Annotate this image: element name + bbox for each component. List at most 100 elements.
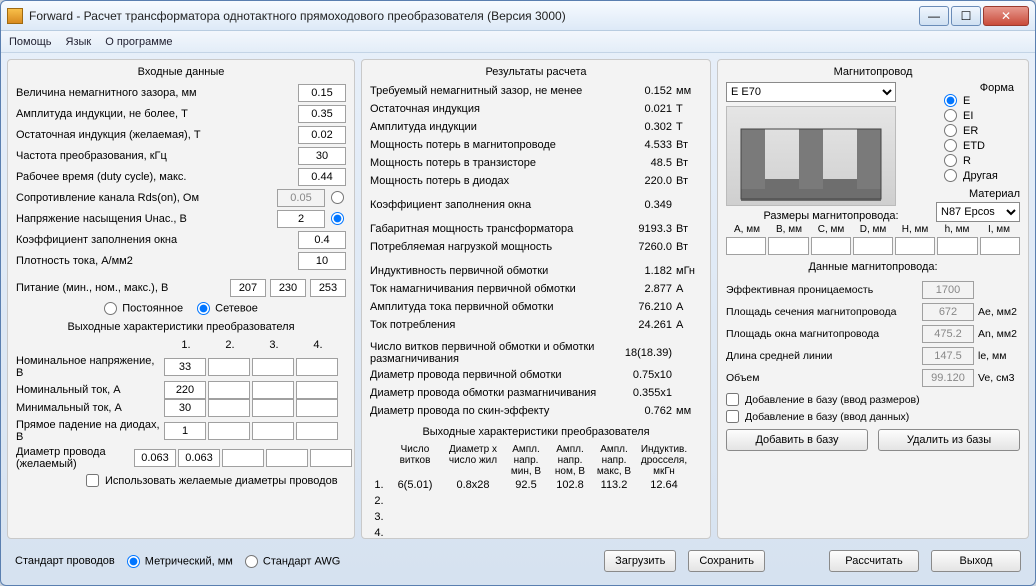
results-title: Результаты расчета — [370, 66, 702, 78]
rds-input[interactable] — [277, 189, 325, 207]
dim-input-1[interactable] — [768, 237, 808, 255]
gap-input[interactable] — [298, 84, 346, 102]
dim-input-0[interactable] — [726, 237, 766, 255]
shape-radio-R[interactable]: R — [944, 154, 1020, 167]
vdrop1-input[interactable] — [164, 422, 206, 440]
del-db-button[interactable]: Удалить из базы — [878, 429, 1020, 451]
freq-input[interactable] — [298, 147, 346, 165]
use-dw-label: Использовать желаемые диаметры проводов — [105, 475, 338, 487]
core-panel: Магнитопровод E E70 Размеры магнитопрово… — [717, 59, 1029, 539]
shape-radio-Другая[interactable]: Другая — [944, 169, 1020, 182]
vdrop-label: Прямое падение на диодах, В — [16, 417, 164, 445]
mu-input[interactable] — [922, 281, 974, 299]
supply-min-input[interactable] — [230, 279, 266, 297]
window-title: Forward - Расчет трансформатора однотакт… — [29, 9, 919, 23]
supply-nom-input[interactable] — [270, 279, 306, 297]
dim-input-3[interactable] — [853, 237, 893, 255]
save-button[interactable]: Сохранить — [688, 550, 765, 572]
dw1-input[interactable] — [178, 449, 220, 467]
jdens-input[interactable] — [298, 252, 346, 270]
out-subtitle: Выходные характеристики преобразователя — [370, 426, 702, 438]
shape-radio-E[interactable]: E — [944, 94, 1020, 107]
menu-about[interactable]: О программе — [105, 36, 172, 48]
dw0-input[interactable] — [134, 449, 176, 467]
usat-input[interactable] — [277, 210, 325, 228]
material-label: Материал — [936, 188, 1020, 200]
shape-radio-EI[interactable]: EI — [944, 109, 1020, 122]
vnom1-input[interactable] — [164, 358, 206, 376]
titlebar: Forward - Расчет трансформатора однотакт… — [1, 1, 1035, 31]
le-input[interactable] — [922, 347, 974, 365]
vnom4-input[interactable] — [296, 358, 338, 376]
use-dw-check[interactable] — [86, 474, 99, 487]
dim-input-6[interactable] — [980, 237, 1020, 255]
imin1-input[interactable] — [164, 399, 206, 417]
kfill-label: Коэффициент заполнения окна — [16, 234, 298, 246]
add-data-check[interactable] — [726, 410, 739, 423]
dim-input-5[interactable] — [937, 237, 977, 255]
std-label: Стандарт проводов — [15, 555, 115, 567]
supply-label: Питание (мин., ном., макс.), В — [16, 282, 230, 294]
core-title: Магнитопровод — [726, 66, 1020, 78]
dw-label: Диаметр провода (желаемый) — [16, 446, 134, 470]
metric-radio-label[interactable]: Метрический, мм — [127, 555, 233, 568]
duty-label: Рабочее время (duty cycle), макс. — [16, 171, 298, 183]
bmax-label: Амплитуда индукции, не более, T — [16, 108, 298, 120]
coredata-label: Данные магнитопровода: — [726, 261, 1020, 273]
maximize-button[interactable]: ☐ — [951, 6, 981, 26]
vnom3-input[interactable] — [252, 358, 294, 376]
material-select[interactable]: N87 Epcos — [936, 202, 1020, 222]
shape-radio-ETD[interactable]: ETD — [944, 139, 1020, 152]
close-button[interactable]: ✕ — [983, 6, 1029, 26]
core-select[interactable]: E E70 — [726, 82, 896, 102]
rds-label: Сопротивление канала Rds(on), Ом — [16, 192, 277, 204]
an-input[interactable] — [922, 325, 974, 343]
minimize-button[interactable]: — — [919, 6, 949, 26]
app-icon — [7, 8, 23, 24]
dim-input-2[interactable] — [811, 237, 851, 255]
footer: Стандарт проводов Метрический, мм Станда… — [1, 545, 1035, 577]
dc-radio[interactable] — [104, 302, 117, 315]
ae-input[interactable] — [922, 303, 974, 321]
exit-button[interactable]: Выход — [931, 550, 1021, 572]
usat-radio[interactable] — [331, 212, 344, 225]
awg-radio-label[interactable]: Стандарт AWG — [245, 555, 341, 568]
inom-label: Номинальный ток, А — [16, 382, 164, 398]
ac-radio[interactable] — [197, 302, 210, 315]
supply-max-input[interactable] — [310, 279, 346, 297]
imin-label: Минимальный ток, А — [16, 400, 164, 416]
dims-label: Размеры магнитопровода: — [726, 210, 936, 222]
kfill-input[interactable] — [298, 231, 346, 249]
awg-radio[interactable] — [245, 555, 258, 568]
metric-radio[interactable] — [127, 555, 140, 568]
duty-input[interactable] — [298, 168, 346, 186]
core-image — [726, 106, 896, 206]
app-window: Forward - Расчет трансформатора однотакт… — [0, 0, 1036, 586]
vnom-label: Номинальное напряжение, В — [16, 353, 164, 381]
brem-label: Остаточная индукция (желаемая), T — [16, 129, 298, 141]
ac-radio-label[interactable]: Сетевое — [197, 302, 258, 315]
load-button[interactable]: Загрузить — [604, 550, 676, 572]
menu-help[interactable]: Помощь — [9, 36, 52, 48]
shape-label: Форма — [936, 82, 1020, 94]
jdens-label: Плотность тока, А/мм2 — [16, 255, 298, 267]
input-panel: Входные данные Величина немагнитного заз… — [7, 59, 355, 539]
freq-label: Частота преобразования, кГц — [16, 150, 298, 162]
calc-button[interactable]: Рассчитать — [829, 550, 919, 572]
add-db-button[interactable]: Добавить в базу — [726, 429, 868, 451]
vnom2-input[interactable] — [208, 358, 250, 376]
output-chars-title: Выходные характеристики преобразователя — [16, 321, 346, 333]
menubar: Помощь Язык О программе — [1, 31, 1035, 53]
dim-input-4[interactable] — [895, 237, 935, 255]
ve-input[interactable] — [922, 369, 974, 387]
rds-radio[interactable] — [331, 191, 344, 204]
usat-label: Напряжение насыщения Uнас., В — [16, 213, 277, 225]
add-size-check[interactable] — [726, 393, 739, 406]
brem-input[interactable] — [298, 126, 346, 144]
shape-radio-ER[interactable]: ER — [944, 124, 1020, 137]
bmax-input[interactable] — [298, 105, 346, 123]
dc-radio-label[interactable]: Постоянное — [104, 302, 183, 315]
menu-lang[interactable]: Язык — [66, 36, 92, 48]
results-panel: Результаты расчета Требуемый немагнитный… — [361, 59, 711, 539]
inom1-input[interactable] — [164, 381, 206, 399]
